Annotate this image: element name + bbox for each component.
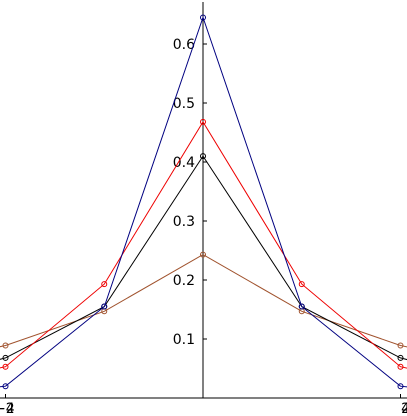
data-point bbox=[298, 303, 305, 310]
data-point bbox=[101, 281, 108, 288]
data-point bbox=[200, 153, 206, 160]
series-line bbox=[0, 254, 407, 348]
data-point bbox=[2, 354, 9, 361]
data-point bbox=[397, 363, 404, 370]
x-tick-label: 2 bbox=[401, 401, 407, 416]
data-point bbox=[2, 363, 9, 370]
series-line bbox=[0, 15, 407, 388]
series-4 bbox=[0, 14, 407, 390]
data-point bbox=[101, 303, 108, 310]
y-tick-label: 0.5 bbox=[173, 96, 195, 112]
x-tick-label: 4 bbox=[401, 401, 407, 416]
data-point bbox=[200, 118, 206, 125]
data-point bbox=[200, 14, 206, 21]
data-point bbox=[2, 342, 9, 349]
y-tick-label: 0.1 bbox=[173, 332, 195, 348]
data-point bbox=[397, 342, 404, 349]
data-point bbox=[298, 281, 305, 288]
x-tick-label: −2 bbox=[0, 401, 15, 416]
y-tick-label: 0.3 bbox=[173, 214, 195, 230]
series-layer bbox=[0, 14, 407, 390]
x-tick-label: −4 bbox=[0, 401, 15, 416]
y-tick-label: 0.2 bbox=[173, 273, 195, 289]
series-3 bbox=[0, 118, 407, 370]
data-point bbox=[397, 383, 404, 390]
series-line bbox=[0, 120, 407, 369]
data-point bbox=[2, 383, 9, 390]
data-point bbox=[200, 251, 206, 258]
y-tick-label: 0.6 bbox=[173, 37, 195, 53]
ticks: −4−2 24 0.1 0.2 0.3 0.4 0.5 0.6 bbox=[0, 37, 407, 416]
y-tick-label: 0.4 bbox=[173, 155, 195, 171]
data-point bbox=[397, 354, 404, 361]
axes bbox=[0, 2, 407, 399]
series-line bbox=[0, 155, 407, 361]
